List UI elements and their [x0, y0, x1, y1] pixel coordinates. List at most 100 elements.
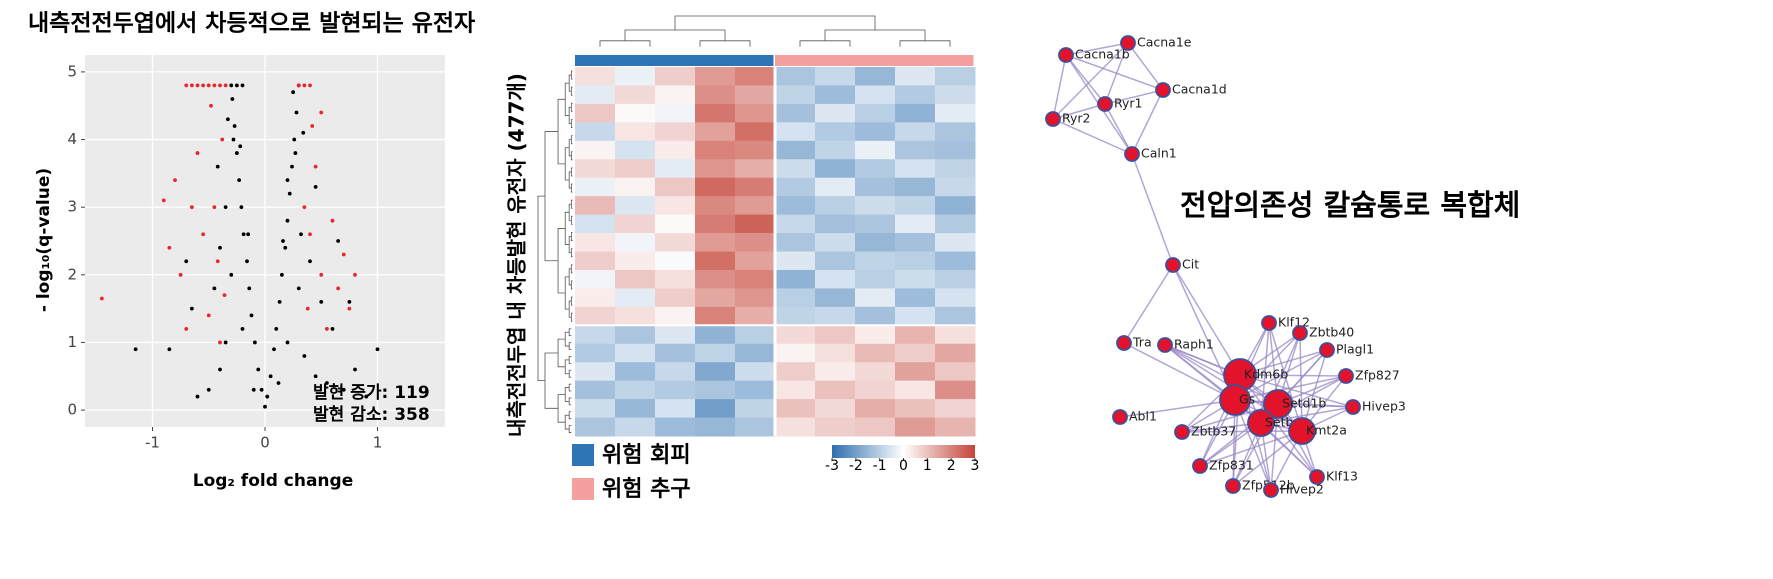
point [268, 374, 273, 379]
heatmap-cell [775, 103, 816, 123]
heatmap-cell [735, 122, 776, 142]
point [265, 394, 270, 399]
dendrogram [564, 82, 570, 116]
heatmap-cell [895, 196, 936, 216]
node [1157, 337, 1173, 353]
heatmap-cell [575, 269, 616, 289]
heatmap-cell [695, 214, 736, 234]
point [212, 83, 217, 88]
heatmap-cell [935, 140, 976, 160]
edge [1127, 42, 1164, 91]
annotation: 발현 감소: 358 [313, 405, 430, 425]
point [296, 286, 301, 291]
heatmap-cell [735, 417, 776, 437]
heatmap-cell [575, 362, 616, 382]
x-tick-label: 0 [260, 434, 270, 452]
heatmap-cell [695, 177, 736, 197]
heatmap-cell [855, 306, 896, 326]
figure-title: 내측전전두엽에서 차등적으로 발현되는 유전자 [28, 11, 475, 37]
point [341, 387, 346, 392]
point [240, 327, 245, 331]
heatmap-cell [695, 417, 736, 437]
heatmap-cell [935, 67, 976, 86]
heatmap-cell [655, 177, 696, 197]
point [189, 205, 194, 210]
point [195, 151, 200, 155]
point [281, 239, 285, 243]
heatmap-cell [895, 417, 936, 437]
node [1165, 257, 1181, 273]
point [212, 286, 217, 291]
node [1192, 458, 1208, 474]
heatmap-cell [935, 269, 976, 289]
heatmap-cell [575, 251, 616, 271]
heatmap-cell [695, 103, 736, 123]
point [347, 306, 352, 311]
heatmap-cell [655, 343, 696, 363]
dendrogram [674, 15, 876, 30]
node-label: Setd1b [1282, 396, 1326, 411]
edge [1052, 42, 1129, 120]
heatmap-cell [815, 417, 856, 437]
point [218, 367, 222, 372]
heatmap-cell [775, 159, 816, 179]
heatmap-cell [695, 306, 736, 326]
heatmap-cell [615, 140, 656, 160]
heatmap-cell [815, 325, 856, 345]
point [189, 306, 194, 311]
y-axis-label: 내측전전두엽 내 차등발현 유전자 (477개) [505, 73, 529, 437]
heatmap-cell [615, 85, 656, 105]
point [218, 83, 222, 88]
heatmap-cell [735, 343, 776, 363]
point [291, 90, 296, 95]
edge [1065, 54, 1106, 105]
edge [1123, 264, 1174, 344]
y-tick-label: 0 [67, 401, 77, 419]
dendrogram [699, 40, 751, 47]
point [223, 83, 228, 88]
heatmap-cell [855, 269, 896, 289]
heatmap-cell [895, 140, 936, 160]
edge [1172, 264, 1241, 376]
dendrogram [568, 106, 572, 124]
y-tick-label: 4 [67, 130, 77, 148]
point [167, 245, 172, 250]
heatmap-cell [935, 399, 976, 419]
heatmap-cell [575, 214, 616, 234]
heatmap-cell [895, 325, 936, 345]
dendrogram [799, 40, 851, 47]
point [336, 286, 341, 291]
heatmap-cell [695, 67, 736, 86]
heatmap-cell [615, 417, 656, 437]
heatmap-cell [655, 251, 696, 271]
heatmap-cell [935, 233, 976, 252]
heatmap-cell [855, 343, 896, 363]
dendrogram [568, 328, 572, 337]
point [292, 137, 297, 142]
point [238, 144, 243, 149]
point [305, 306, 310, 311]
heatmap-cell [895, 177, 936, 197]
heatmap-cell [735, 214, 776, 234]
heatmap-cell [935, 343, 976, 363]
point [184, 327, 189, 331]
dendrogram [564, 211, 570, 245]
point [237, 178, 242, 183]
heatmap-cell [855, 251, 896, 271]
y-tick-label: 3 [67, 198, 77, 216]
dendrogram [570, 86, 573, 96]
edge [1239, 374, 1354, 408]
point [215, 259, 220, 264]
point [330, 218, 335, 223]
heatmap-cell [895, 362, 936, 382]
heatmap-cell [695, 122, 736, 142]
point [256, 367, 261, 372]
node [1124, 146, 1140, 162]
heatmap-cell [655, 325, 696, 345]
point [324, 381, 329, 385]
heatmap-cell [615, 67, 656, 86]
heatmap-cell [615, 288, 656, 308]
heatmap-cell [655, 122, 696, 142]
point [294, 110, 299, 115]
point [189, 83, 194, 88]
